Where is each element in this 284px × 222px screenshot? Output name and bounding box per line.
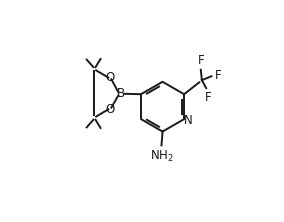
Text: F: F (215, 69, 222, 82)
Text: NH$_2$: NH$_2$ (150, 149, 174, 165)
Text: O: O (105, 103, 115, 116)
Text: O: O (105, 71, 115, 84)
Text: N: N (184, 114, 192, 127)
Text: B: B (116, 87, 124, 100)
Text: F: F (205, 91, 212, 104)
Text: F: F (197, 54, 204, 67)
